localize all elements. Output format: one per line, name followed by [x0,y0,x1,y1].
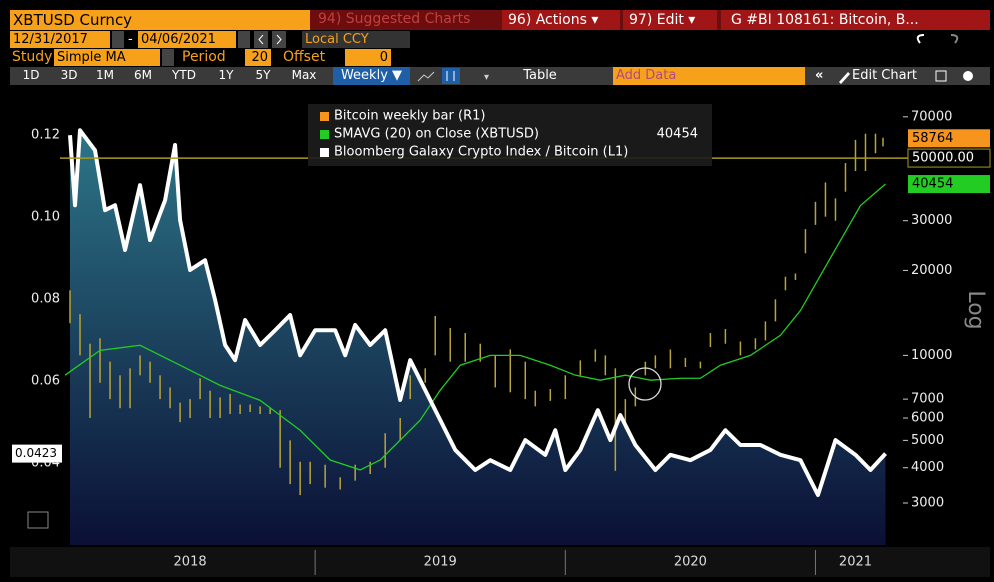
legend-box [308,104,712,166]
menu-item[interactable]: 96) Actions ▾ [502,10,620,30]
x-tick-label: 2019 [424,555,457,570]
calendar-icon[interactable] [112,31,124,48]
y2-tick-label: 20000 [911,263,952,278]
study[interactable]: Simple MA [54,49,160,66]
period-button[interactable]: 1Y [218,68,234,82]
legend-swatch [320,130,329,139]
offset[interactable]: 0 [345,49,391,66]
x-axis-band [10,547,990,577]
period-button[interactable]: YTD [172,68,196,82]
reference-label-box [907,148,991,168]
menu-item[interactable]: 97) Edit ▾ [623,10,717,30]
y2-axis-label: Log [963,290,988,329]
period-button[interactable]: 1D [22,68,40,82]
security[interactable]: XBTUSD Curncy [10,10,310,30]
start-date[interactable]: 12/31/2017 [10,31,110,48]
legend-label: Bitcoin weekly bar (R1) [334,109,485,124]
y-tick-label: 0.06 [31,374,60,389]
edit-chart[interactable]: Edit Chart [852,68,918,83]
last-price-box [908,129,990,148]
collapse-icon[interactable]: « [815,68,824,83]
svg-text:▾: ▾ [484,72,489,83]
frequency[interactable]: Weekly ▼ [333,67,410,85]
x-tick-label: 2020 [674,555,707,570]
annotation-circle [628,367,662,401]
calendar-icon[interactable] [238,31,250,48]
reference-label: 50000.00 [912,151,974,166]
toolbar-icons[interactable]: ▾ [414,67,494,85]
y2-tick-label: 4000 [911,460,944,475]
x-tick-label: 2018 [174,555,207,570]
add-data[interactable]: Add Data [613,67,805,85]
settings-icons[interactable] [930,67,990,85]
y2-tick-label: 3000 [911,496,944,511]
y2-tick-label: 70000 [911,109,952,124]
legend-swatch [320,112,329,121]
legend-label: Bloomberg Galaxy Crypto Index / Bitcoin … [334,145,628,160]
period-button[interactable]: 1M [96,68,114,82]
x-tick-label: 2021 [839,555,872,570]
pencil-icon[interactable] [836,67,852,85]
undo-redo[interactable] [910,31,980,48]
y2-tick-label: 5000 [911,433,944,448]
index-last: 0.0423 [15,446,57,460]
legend-label: SMAVG (20) on Close (XBTUSD) [334,127,539,142]
y2-tick-label: 6000 [911,411,944,426]
y-tick-label: 0.08 [31,292,60,307]
nav-buttons[interactable] [254,31,288,48]
last-price: 58764 [912,131,953,146]
date-dash: - [128,32,133,47]
end-date[interactable]: 04/06/2021 [138,31,236,48]
legend-value: 40454 [657,127,698,142]
y-tick-label: 0.12 [31,128,60,143]
period[interactable]: 20 [245,49,271,66]
period-button[interactable]: Max [291,68,317,82]
dropdown[interactable] [162,49,174,66]
period-button[interactable]: 3D [60,68,78,82]
table-button[interactable]: Table [523,68,557,83]
legend-swatch [320,148,329,157]
sma-line [64,183,886,471]
study-label: Study [12,49,53,65]
chart-title: G #BI 108161: Bitcoin, B... [721,10,990,30]
menu-item[interactable]: 94) Suggested Charts [318,11,471,27]
currency[interactable]: Local CCY [302,31,410,48]
sma-last: 40454 [912,177,953,192]
index-line [68,128,887,498]
y2-tick-label: 30000 [911,213,952,228]
y2-tick-label: 7000 [911,392,944,407]
y-tick-label: 0.10 [31,210,60,225]
period-button[interactable]: 5Y [255,68,271,82]
index-last-box [12,444,62,463]
sma-last-box [908,175,990,194]
period-label: Period [182,49,226,65]
period-button[interactable]: 6M [134,68,152,82]
offset-label: Offset [283,49,326,65]
y2-tick-label: 10000 [911,348,952,363]
area-fill [70,130,886,545]
chart-type-icon [27,511,49,529]
